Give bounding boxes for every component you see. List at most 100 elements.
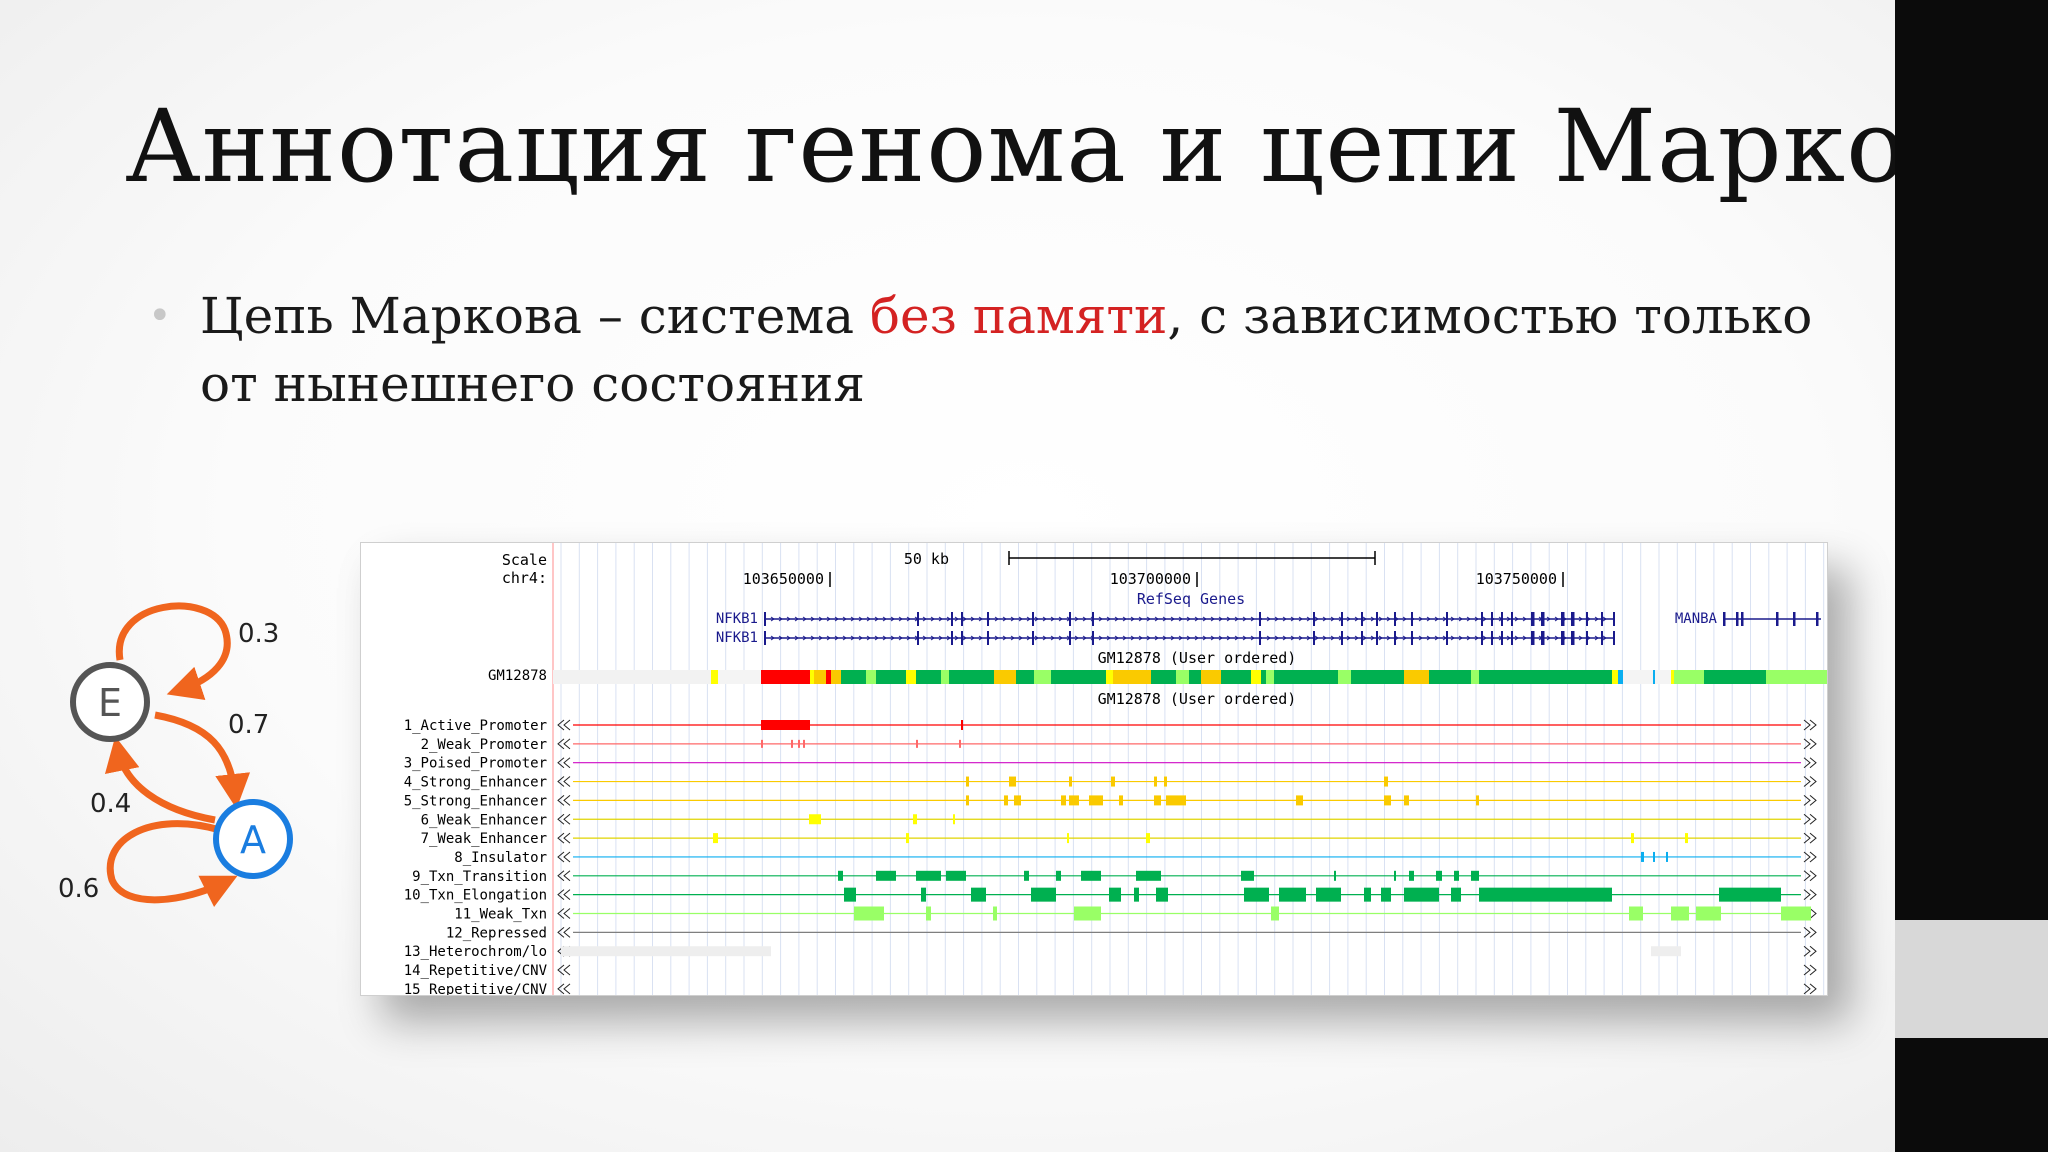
track-block [1631,833,1634,844]
gene-strand-chevron [1106,616,1111,622]
gene-exon [1531,612,1535,626]
gene-strand-chevron [1130,616,1135,622]
track-block [1134,887,1139,902]
track-left-arrow [557,870,571,882]
side-strip-light-panel [1895,920,2048,1038]
track-label: 14_Repetitive/CNV [404,963,548,979]
track-block [1119,795,1123,806]
gene-strand-chevron [866,616,871,622]
position-label-3: 103750000 [1476,570,1557,588]
track-left-arrow [557,851,571,863]
gene-strand-chevron [1122,635,1127,641]
gene-exon [1446,631,1448,645]
gene-exon [1501,631,1503,645]
segmentation-block [1653,670,1655,684]
gene-label-nfkb1-b: NFKB1 [716,630,758,646]
gene-exon [987,612,989,626]
segmentation-title: GM12878 (User ordered) [1098,649,1297,667]
gene-exon [1561,612,1565,626]
gene-strand-chevron [1170,616,1175,622]
segmentation-block [1429,670,1471,684]
gene-exon [1511,612,1513,626]
gene-strand-chevron [1178,616,1183,622]
gene-exon [1092,612,1094,626]
gene-strand-chevron [890,635,895,641]
gene-exon [764,612,766,626]
gene-strand-chevron [1274,616,1279,622]
track-block [1479,887,1612,902]
track-block [844,887,856,902]
position-label-1: 103650000 [743,570,824,588]
gene-strand-chevron [1050,635,1055,641]
gene-strand-chevron [770,616,775,622]
track-left-arrow [557,719,571,731]
gene-strand-chevron [1466,616,1471,622]
track-left-arrow [557,964,571,976]
gene-exon [1541,612,1545,626]
gene-strand-chevron [1082,616,1087,622]
segmentation-block [1151,670,1176,684]
gene-strand-chevron [794,616,799,622]
gene-strand-chevron [1266,635,1271,641]
gene-strand-chevron [1170,635,1175,641]
gene-strand-chevron [1226,635,1231,641]
segmentation-block [1261,670,1266,684]
gene-strand-chevron [1434,635,1439,641]
segmentation-block [1201,670,1221,684]
track-block [1081,870,1101,881]
track-block [1384,776,1388,787]
transition-a-e-arrow [104,736,216,824]
gene-strand-chevron [882,635,887,641]
track-block [1653,851,1655,862]
track-block [1316,887,1341,902]
gene-strand-chevron [1306,616,1311,622]
gene-strand-chevron [1458,635,1463,641]
track-label: 8_Insulator [454,850,547,866]
gene-strand-chevron [1378,635,1383,641]
gene-strand-chevron [866,635,871,641]
gene-strand-chevron [906,616,911,622]
gene-exon [1816,612,1819,626]
bullet-part2: , с зависимостью только от нынешнего сос… [200,287,1813,413]
track-left-arrow [557,795,571,806]
segmentation-block [1016,670,1034,684]
gene-strand-chevron [1194,616,1199,622]
gene-strand-chevron [1298,635,1303,641]
gene-strand-chevron [1058,635,1063,641]
track-block [1056,870,1061,881]
gene-strand-chevron [1002,616,1007,622]
track-block [1476,795,1479,806]
gene-strand-chevron [1018,635,1023,641]
gene-strand-chevron [1242,616,1247,622]
gene-strand-chevron [1298,616,1303,622]
gene-strand-chevron [1322,635,1327,641]
gene-strand-chevron [1522,635,1527,641]
gene-models [764,612,1821,645]
transition-e-a-arrow [154,711,251,809]
gene-strand-chevron [1474,616,1479,622]
gene-exon [1032,631,1034,645]
track-block [761,720,810,730]
gene-strand-chevron [818,616,823,622]
markov-chain-diagram: E A 0.3 0.7 0.4 0.6 [58,602,293,908]
gene-strand-chevron [1386,616,1391,622]
gene-strand-chevron [1074,616,1079,622]
gene-exon [951,612,953,626]
track-label: 10_Txn_Elongation [404,888,547,904]
gene-exon [1541,631,1545,645]
track-right-arrow [1803,945,1817,957]
segmentation-block [1351,670,1404,684]
segmentation-block [1801,670,1827,684]
gene-strand-chevron [1314,635,1319,641]
segmentation-block [1623,670,1653,684]
gene-strand-chevron [962,616,967,622]
track-block [1454,870,1459,881]
track-block [953,814,955,825]
segmentation-block [1106,670,1113,684]
gene-strand-chevron [1042,616,1047,622]
transition-e-e-arrow [115,602,231,700]
track-right-arrow [1803,870,1817,882]
gene-strand-chevron [1042,635,1047,641]
gene-strand-chevron [1594,616,1599,622]
gene-strand-chevron [1178,635,1183,641]
